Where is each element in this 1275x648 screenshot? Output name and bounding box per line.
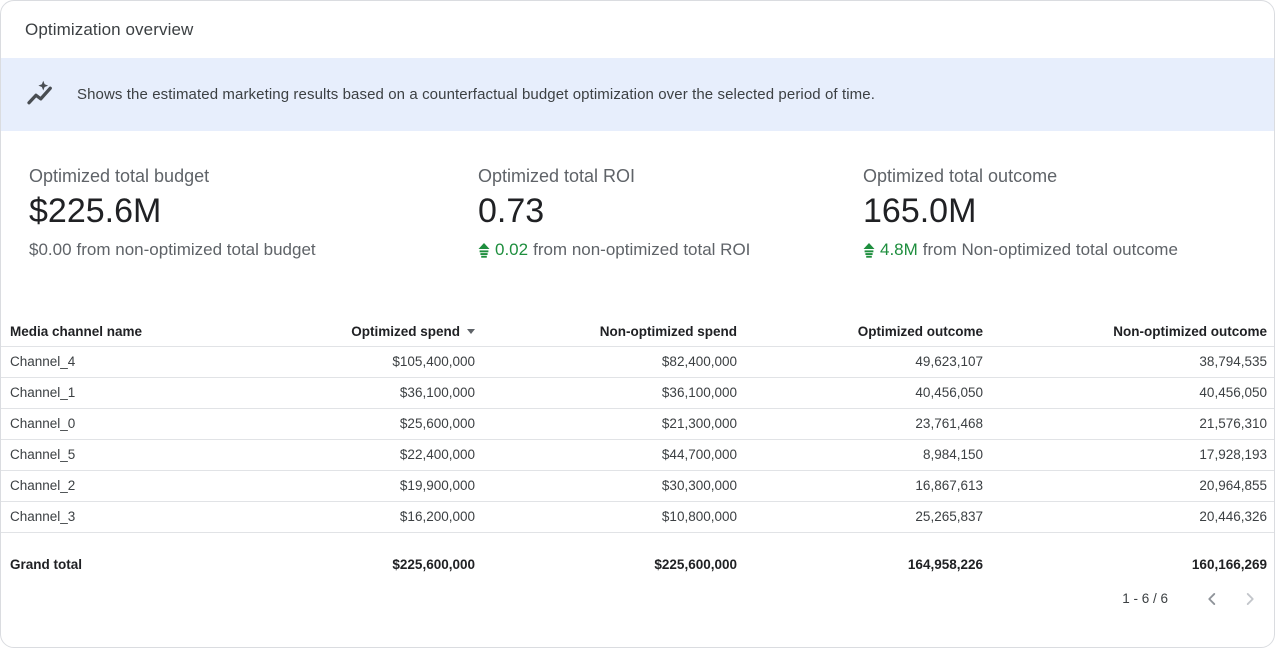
cell-value: 49,623,107 [737, 346, 983, 378]
kpi-value: 0.73 [478, 192, 545, 230]
cell-value: 8,984,150 [737, 439, 983, 471]
cell-value: 23,761,468 [737, 408, 983, 440]
cell-value: $82,400,000 [475, 346, 737, 378]
grand-total-row: Grand total $225,600,000 $225,600,000 16… [1, 547, 1274, 583]
cell-value: $19,900,000 [311, 470, 475, 502]
cell-channel-name: Channel_2 [1, 470, 311, 502]
grand-total-label: Grand total [10, 557, 83, 572]
kpi-delta: 4.8M from Non-optimized total outcome [863, 239, 1250, 261]
cell-value: 38,794,535 [983, 346, 1274, 378]
kpi-optimized-total-budget: Optimized total budget $225.6M $0.00 fro… [29, 165, 478, 261]
table-row: Channel_2 $19,900,000 $30,300,000 16,867,61… [1, 470, 1274, 502]
kpi-optimized-total-outcome: Optimized total outcome 165.0M 4.8M from… [863, 165, 1250, 261]
banner-description: Shows the estimated marketing results ba… [77, 86, 875, 103]
next-page-button[interactable] [1238, 587, 1262, 611]
kpi-delta-text: from Non-optimized total outcome [922, 240, 1178, 259]
cell-value: 20,964,855 [983, 470, 1274, 502]
column-header-non-optimized-outcome[interactable]: Non-optimized outcome [983, 317, 1274, 347]
cell-value: 21,576,310 [983, 408, 1274, 440]
kpi-delta-amount: $0.00 [29, 240, 72, 259]
column-header-non-optimized-spend[interactable]: Non-optimized spend [475, 317, 737, 347]
grand-total-non-optimized-spend: $225,600,000 [654, 557, 737, 572]
info-banner: Shows the estimated marketing results ba… [1, 58, 1274, 131]
arrow-up-icon [863, 242, 875, 258]
pagination: 1 - 6 / 6 [1, 585, 1274, 613]
cell-value: 16,867,613 [737, 470, 983, 502]
kpi-value: $225.6M [29, 192, 162, 230]
kpi-delta-amount: 0.02 [495, 240, 529, 259]
cell-value: $25,600,000 [311, 408, 475, 440]
grand-total-optimized-outcome: 164,958,226 [907, 557, 983, 572]
cell-value: $30,300,000 [475, 470, 737, 502]
column-header-media-channel-name[interactable]: Media channel name [1, 317, 311, 347]
cell-channel-name: Channel_3 [1, 501, 311, 533]
column-header-optimized-spend[interactable]: Optimized spend [311, 317, 475, 347]
chevron-right-icon [1246, 592, 1254, 605]
card-titlebar: Optimization overview [1, 1, 1274, 58]
cell-value: $21,300,000 [475, 408, 737, 440]
kpi-label: Optimized total ROI [478, 166, 636, 186]
kpi-delta: $0.00 from non-optimized total budget [29, 239, 478, 261]
sort-desc-icon [467, 328, 475, 334]
cell-channel-name: Channel_0 [1, 408, 311, 440]
chevron-left-icon [1208, 592, 1216, 605]
cell-value: $36,100,000 [475, 377, 737, 409]
cell-value: 40,456,050 [983, 377, 1274, 409]
cell-channel-name: Channel_1 [1, 377, 311, 409]
kpi-delta-text: from non-optimized total budget [76, 240, 316, 259]
channel-table: Media channel name Optimized spend Non-o… [1, 317, 1274, 533]
cell-value: 17,928,193 [983, 439, 1274, 471]
previous-page-button[interactable] [1200, 587, 1224, 611]
cell-channel-name: Channel_4 [1, 346, 311, 378]
grand-total-optimized-spend: $225,600,000 [392, 557, 475, 572]
arrow-up-icon [478, 242, 490, 258]
page-title: Optimization overview [25, 19, 194, 39]
table-row: Channel_5 $22,400,000 $44,700,000 8,984,150… [1, 439, 1274, 471]
cell-value: 25,265,837 [737, 501, 983, 533]
grand-total-non-optimized-outcome: 160,166,269 [1191, 557, 1267, 572]
page-range: 1 - 6 / 6 [1122, 591, 1168, 606]
table-row: Channel_3 $16,200,000 $10,800,000 25,265,83… [1, 501, 1274, 533]
cell-value: $16,200,000 [311, 501, 475, 533]
cell-value: 20,446,326 [983, 501, 1274, 533]
kpi-value: 165.0M [863, 192, 977, 230]
table-row: Channel_1 $36,100,000 $36,100,000 40,456,05… [1, 377, 1274, 409]
cell-value: $22,400,000 [311, 439, 475, 471]
table-row: Channel_0 $25,600,000 $21,300,000 23,761,46… [1, 408, 1274, 440]
cell-value: $105,400,000 [311, 346, 475, 378]
column-header-optimized-outcome[interactable]: Optimized outcome [737, 317, 983, 347]
kpi-delta-text: from non-optimized total ROI [533, 240, 751, 259]
kpi-label: Optimized total outcome [863, 166, 1058, 186]
table-header-row: Media channel name Optimized spend Non-o… [1, 317, 1274, 347]
kpi-optimized-total-roi: Optimized total ROI 0.73 0.02 from non-o… [478, 165, 863, 261]
cell-value: $44,700,000 [475, 439, 737, 471]
kpi-section: Optimized total budget $225.6M $0.00 fro… [1, 165, 1274, 261]
kpi-delta-amount: 4.8M [880, 240, 918, 259]
insights-icon [25, 80, 55, 110]
kpi-label: Optimized total budget [29, 166, 210, 186]
cell-value: $36,100,000 [311, 377, 475, 409]
cell-value: $10,800,000 [475, 501, 737, 533]
kpi-delta: 0.02 from non-optimized total ROI [478, 239, 863, 261]
cell-channel-name: Channel_5 [1, 439, 311, 471]
cell-value: 40,456,050 [737, 377, 983, 409]
table-row: Channel_4 $105,400,000 $82,400,000 49,623,1… [1, 346, 1274, 378]
